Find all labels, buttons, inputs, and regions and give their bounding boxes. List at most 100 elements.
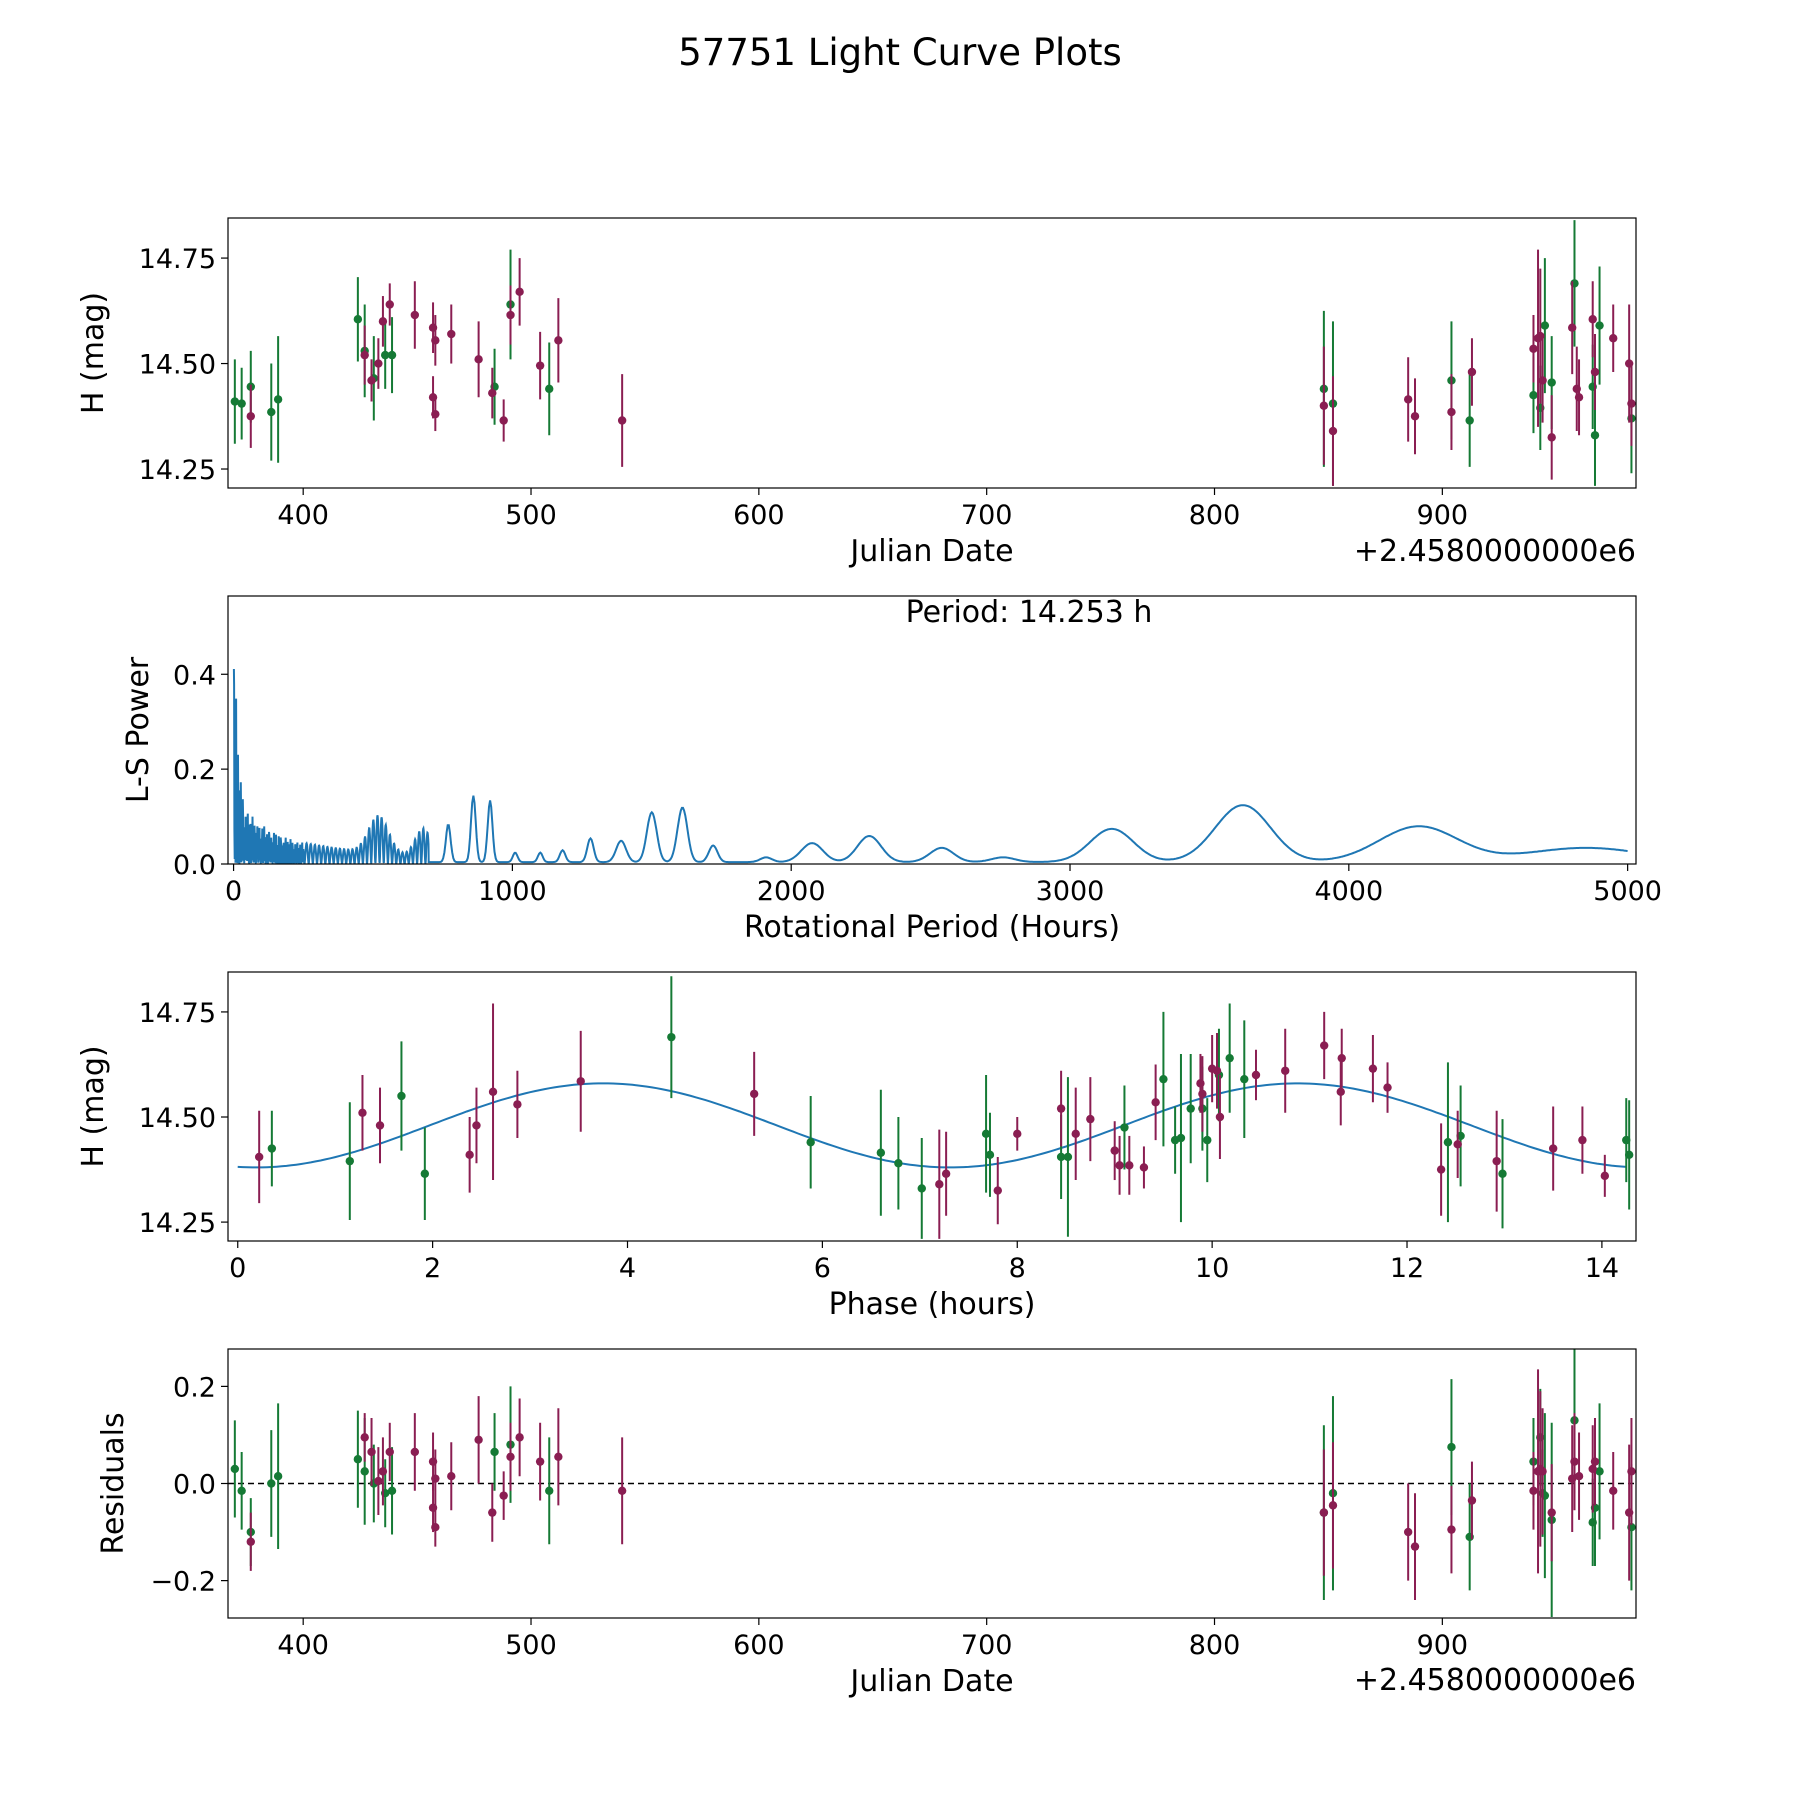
lightcurve-maroon-point [1627,399,1636,408]
residuals-maroon-point [431,1523,440,1532]
phased-xtick-label: 10 [1195,1253,1229,1284]
phased-maroon-point [1086,1114,1095,1124]
periodogram-xtick-label: 3000 [1036,876,1105,907]
residuals-maroon-point [515,1433,524,1442]
lightcurve-green-point [1529,390,1538,400]
phased-maroon-point [1548,1144,1558,1153]
phased-green-point [981,1129,991,1139]
phased-green-point [1443,1138,1453,1147]
lightcurve-maroon-point [1328,426,1338,436]
phased-maroon-point [1139,1163,1149,1172]
phased-xtick-label: 6 [814,1253,831,1284]
lightcurve-green-point [1595,321,1604,330]
periodogram-ytick-label: 0.2 [173,755,216,786]
residuals-maroon-point [410,1447,420,1457]
residuals-maroon-point [1403,1527,1413,1537]
periodogram-ytick-label: 0.0 [173,850,216,881]
phased-maroon-point [576,1077,585,1086]
periodogram-xlabel: Rotational Period (Hours) [744,910,1120,945]
residuals-maroon-point [378,1467,388,1476]
periodogram-ytick-label: 0.4 [173,660,216,691]
residuals-maroon-point [1609,1486,1618,1495]
phased-green-point [267,1144,277,1153]
phased-maroon-point [1071,1129,1080,1139]
phased-maroon-point [375,1121,385,1130]
phased-maroon-point [1436,1165,1446,1174]
residuals-maroon-point [1574,1472,1584,1481]
phased-green-point [1225,1053,1234,1063]
phased-green-point [985,1150,995,1160]
lightcurve-maroon-point [1547,433,1556,442]
lightcurve-green-point [1465,416,1474,425]
phased-maroon-point [941,1169,951,1178]
phased-green-point [1498,1169,1507,1178]
residuals-xtick-label: 600 [733,1630,785,1661]
phased-model-curve [237,1082,1627,1169]
phased-green-point [420,1169,430,1178]
residuals-maroon-point [431,1474,440,1483]
phased-xlabel: Phase (hours) [829,1287,1036,1322]
lightcurve-maroon-point [410,310,420,320]
phased-maroon-point [472,1121,481,1130]
residuals-x-offset-label: +2.4580000000e6 [1354,1663,1636,1698]
lightcurve-green-point [230,397,240,406]
lightcurve-maroon-point [1410,412,1420,421]
lightcurve-panel: 400 500 600 700 800 900 14.25 14.50 14.75 Julian … [76,217,1637,569]
phased-green-point [806,1138,815,1147]
phased-green-point [1159,1074,1168,1084]
lightcurve-maroon-point [1574,393,1584,402]
phased-maroon-point [1013,1129,1022,1139]
lightcurve-xtick-label: 900 [1417,500,1469,531]
phased-maroon-point [1125,1161,1134,1170]
phased-maroon-point [1368,1064,1378,1073]
residuals-maroon-point [499,1491,508,1500]
phased-green-point [1203,1135,1212,1145]
residuals-xtick-label: 500 [505,1630,557,1661]
lightcurve-maroon-point [515,287,524,297]
phased-green-point [1120,1123,1129,1132]
phased-maroon-point [1336,1087,1345,1096]
lightcurve-xtick-label: 800 [1189,500,1241,531]
residuals-maroon-point [1570,1457,1579,1466]
periodogram-xtick-label: 1000 [478,876,547,907]
residuals-green-point [237,1486,246,1495]
residuals-maroon-point [1319,1508,1329,1517]
phased-maroon-point [1492,1156,1501,1166]
residuals-green-point [545,1486,554,1495]
lightcurve-maroon-point [488,388,497,398]
lightcurve-maroon-point [1536,331,1545,341]
lightcurve-ylabel: H (mag) [76,292,111,414]
residuals-ytick-label: −0.2 [150,1567,216,1598]
residuals-maroon-point [447,1472,456,1481]
residuals-maroon-point [617,1486,627,1495]
lightcurve-maroon-point [1319,401,1329,410]
residuals-ytick-label: 0.2 [173,1372,216,1403]
residuals-maroon-point [385,1447,394,1457]
phased-xtick-label: 8 [1009,1253,1026,1284]
lightcurve-maroon-point [1467,367,1477,377]
lightcurve-green-point [545,384,554,394]
phased-maroon-point [1115,1161,1124,1170]
periodogram-xtick-label: 4000 [1314,876,1383,907]
residuals-maroon-point [1627,1467,1636,1476]
lightcurve-maroon-point [554,336,563,345]
lightcurve-green-point [273,395,283,404]
phased-green-point [1063,1152,1073,1162]
residuals-maroon-point [488,1508,497,1517]
lightcurve-ytick-label: 14.75 [139,244,216,275]
periodogram-xtick-label: 2000 [757,876,826,907]
lightcurve-green-point [387,350,397,360]
residuals-maroon-point [1410,1542,1420,1551]
lightcurve-maroon-point [385,300,394,309]
lightcurve-maroon-point [1538,376,1547,385]
phased-xtick-label: 4 [619,1253,636,1284]
lightcurve-xtick-label: 700 [961,500,1013,531]
residuals-ytick-label: 0.0 [173,1470,216,1501]
lightcurve-plot-area [230,220,1636,486]
periodogram-panel: 0 1000 2000 3000 4000 5000 0.0 0.2 0.4 Rotational… [121,595,1662,945]
residuals-maroon-point [535,1457,545,1466]
residuals-ylabel: Residuals [96,1412,131,1554]
residuals-green-point [1595,1467,1604,1476]
residuals-maroon-point [506,1452,515,1461]
periodogram-xtick-label: 0 [225,876,242,907]
